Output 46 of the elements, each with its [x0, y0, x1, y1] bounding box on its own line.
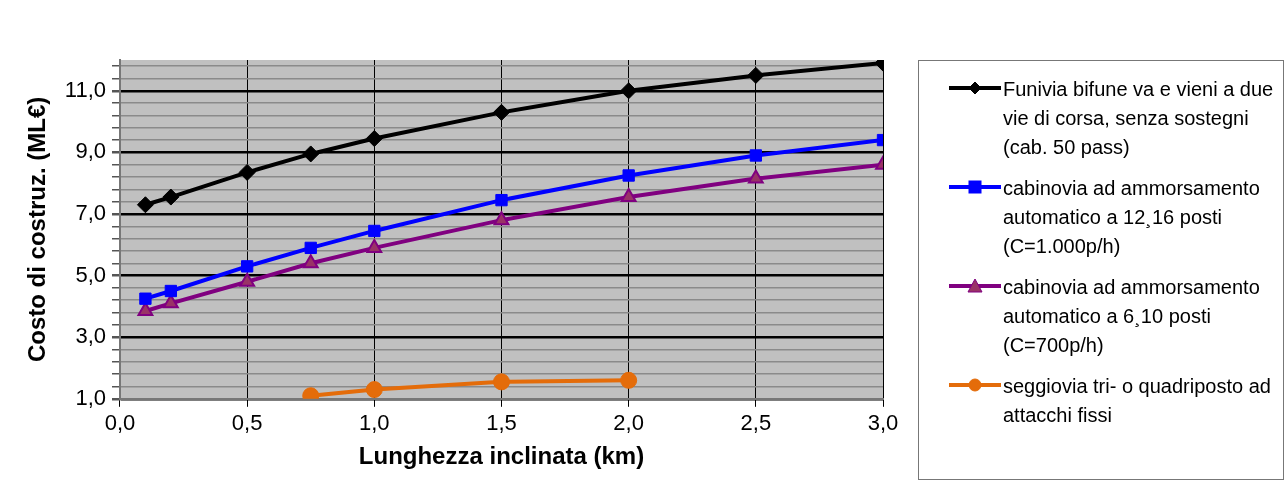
y-tick-label: 9,0 — [75, 138, 106, 164]
point — [365, 130, 383, 148]
point — [302, 254, 319, 269]
point — [492, 373, 510, 391]
point — [366, 238, 383, 253]
point — [136, 196, 154, 214]
legend-label: cabinovia ad ammorsamento automatico a 12¸16 posti (C=1.000p/h) — [1003, 176, 1261, 259]
point — [239, 272, 256, 287]
point — [238, 163, 256, 181]
x-tick-label: 2,5 — [740, 410, 772, 436]
legend-label: seggiovia tri- o quadriposto ad attacchi fissi — [1003, 374, 1272, 428]
x-tick-label: 1,0 — [359, 410, 390, 436]
y-tick-label: 5,0 — [75, 261, 106, 287]
x-tick-label: 1,5 — [486, 410, 517, 436]
y-tick-label: 1,0 — [75, 384, 106, 410]
point — [620, 371, 638, 389]
x-tick-label: 0,0 — [104, 410, 136, 436]
y-tick-label: 3,0 — [75, 323, 106, 349]
point — [622, 169, 635, 182]
point — [164, 284, 178, 298]
point — [747, 169, 764, 184]
x-tick-label: 2,0 — [613, 410, 644, 436]
y-tick-label: 7,0 — [75, 200, 106, 226]
point — [139, 292, 152, 305]
point — [620, 188, 637, 203]
point — [492, 103, 510, 121]
point — [302, 145, 320, 163]
point — [495, 193, 508, 207]
x-tick-label: 3,0 — [867, 410, 899, 436]
legend-label: Funivia bifune va e vieni a due vie di corsa, senza sostegni (cab. 50 pass) — [1003, 77, 1275, 160]
point — [137, 302, 154, 317]
point — [493, 211, 510, 226]
point — [162, 188, 180, 206]
point — [365, 381, 383, 399]
point — [620, 82, 638, 100]
point — [162, 294, 179, 309]
y-axis-title: Costo di costruz. (ML€) — [23, 96, 51, 363]
point — [304, 241, 317, 255]
point — [749, 149, 762, 162]
point — [241, 260, 254, 273]
point — [747, 66, 765, 84]
x-tick-label: 0,5 — [231, 410, 263, 436]
x-axis-title: Lunghezza inclinata (km) — [358, 442, 645, 470]
y-tick-label: 11,0 — [64, 76, 106, 102]
legend-label: cabinovia ad ammorsamento automatico a 6¸10 posti (C=700p/h) — [1003, 275, 1261, 358]
point — [368, 224, 381, 238]
